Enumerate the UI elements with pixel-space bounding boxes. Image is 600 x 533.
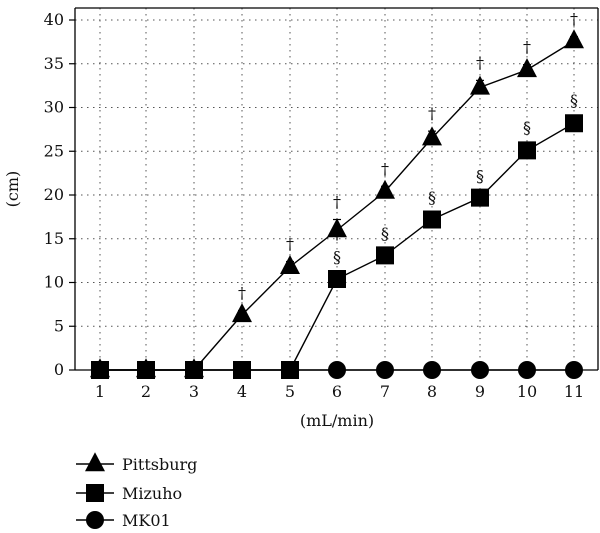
data-point-pittsburg xyxy=(517,58,537,78)
x-tick-label: 6 xyxy=(332,382,342,401)
significance-mark: † xyxy=(428,104,436,123)
y-tick-label: 0 xyxy=(54,360,64,379)
legend-marker-square xyxy=(86,484,104,502)
data-point-mizuho xyxy=(376,246,394,265)
data-point-pittsburg xyxy=(136,358,156,378)
data-point-mizuho xyxy=(518,141,536,160)
series-group: § § § § § § † † † † † † † † xyxy=(90,10,584,379)
axis-ticks: 0 5 10 15 20 25 30 35 40 1 2 3 4 5 6 7 8 9 10 11 xyxy=(44,10,585,401)
data-point-mk01 xyxy=(471,361,489,379)
data-point-pittsburg xyxy=(90,358,110,378)
x-tick-label: 5 xyxy=(285,382,295,401)
data-point-pittsburg xyxy=(232,303,252,323)
x-tick-label: 4 xyxy=(237,382,247,401)
legend-marker-circle xyxy=(86,511,104,529)
x-tick-label: 7 xyxy=(380,382,390,401)
significance-mark: † xyxy=(286,235,294,254)
x-axis-title: (mL/min) xyxy=(300,411,374,430)
data-point-pittsburg xyxy=(184,358,204,378)
data-point-mizuho xyxy=(565,114,583,133)
data-point-pittsburg xyxy=(280,254,300,274)
x-tick-label: 10 xyxy=(517,382,537,401)
y-tick-label: 30 xyxy=(44,98,64,117)
y-tick-label: 5 xyxy=(54,316,64,335)
y-tick-label: 20 xyxy=(44,185,64,204)
y-tick-label: 25 xyxy=(44,141,64,160)
significance-mark: † xyxy=(333,193,341,212)
series-pittsburg: † † † † † † † † xyxy=(90,10,584,378)
data-point-mizuho xyxy=(281,361,299,379)
legend-label: Pittsburg xyxy=(122,455,197,474)
legend-item-pittsburg: Pittsburg xyxy=(76,452,197,474)
data-point-mk01 xyxy=(328,361,346,379)
y-tick-label: 40 xyxy=(44,10,64,29)
significance-mark: † xyxy=(570,10,578,29)
significance-mark: § xyxy=(523,118,531,137)
legend-marker-triangle xyxy=(85,452,105,472)
x-tick-label: 1 xyxy=(95,382,105,401)
significance-mark: † xyxy=(381,159,389,178)
data-point-pittsburg xyxy=(375,179,395,199)
grid xyxy=(75,8,598,370)
significance-mark: † xyxy=(523,38,531,57)
x-tick-label: 2 xyxy=(141,382,151,401)
data-point-pittsburg xyxy=(422,126,442,146)
x-tick-label: 9 xyxy=(475,382,485,401)
significance-mark: § xyxy=(570,91,578,110)
data-point-mizuho xyxy=(423,210,441,229)
y-axis-title: (cm) xyxy=(3,171,22,208)
significance-mark: † xyxy=(238,284,246,303)
data-point-mk01 xyxy=(565,361,583,379)
data-point-pittsburg xyxy=(470,75,490,95)
legend: Pittsburg Mizuho MK01 xyxy=(76,452,197,530)
significance-mark: § xyxy=(333,248,341,267)
legend-label: MK01 xyxy=(122,511,171,530)
significance-mark: § xyxy=(381,224,389,243)
significance-mark: † xyxy=(476,53,484,72)
data-point-mk01 xyxy=(376,361,394,379)
data-point-mk01 xyxy=(423,361,441,379)
y-tick-label: 35 xyxy=(44,54,64,73)
x-tick-label: 8 xyxy=(427,382,437,401)
data-point-mk01 xyxy=(518,361,536,379)
x-tick-label: 11 xyxy=(564,382,584,401)
data-point-mizuho xyxy=(233,361,251,379)
data-point-pittsburg xyxy=(327,218,347,238)
legend-item-mk01: MK01 xyxy=(76,511,171,530)
data-point-pittsburg xyxy=(564,29,584,49)
data-point-mizuho xyxy=(471,188,489,207)
significance-mark: § xyxy=(428,188,436,207)
data-point-mizuho xyxy=(328,270,346,288)
significance-mark: § xyxy=(476,166,484,185)
x-tick-label: 3 xyxy=(189,382,199,401)
y-tick-label: 15 xyxy=(44,229,64,248)
y-tick-label: 10 xyxy=(44,273,64,292)
legend-item-mizuho: Mizuho xyxy=(76,484,182,503)
legend-label: Mizuho xyxy=(122,484,182,503)
